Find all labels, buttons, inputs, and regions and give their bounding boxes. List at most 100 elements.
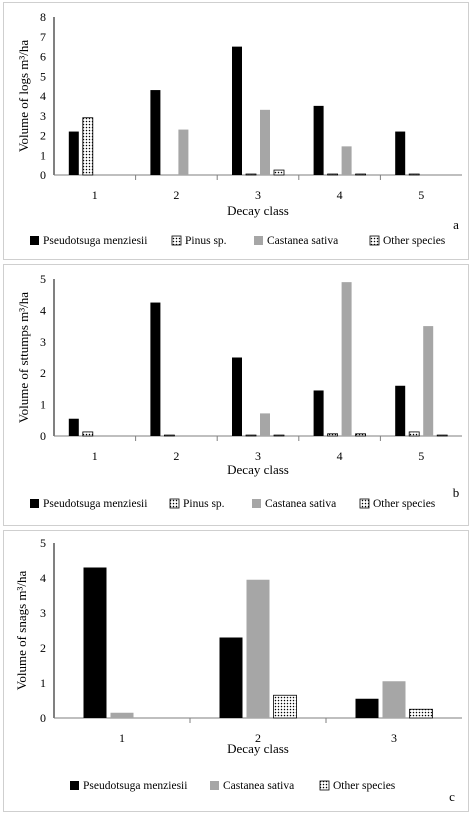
x-axis-label: Decay class — [227, 741, 289, 756]
y-tick-label: 2 — [40, 129, 46, 143]
legend-label-other-species: Other species — [333, 780, 396, 792]
legend-label-pseudotsuga-menziesii: Pseudotsuga menziesii — [43, 498, 147, 510]
bar-other-species-5 — [436, 434, 448, 437]
chart-b: 0 1 2 3 4 5 1 2 3 4 5 Volume of sttumps m³/ha Decay … — [16, 272, 462, 510]
x-tick-label: 3 — [391, 731, 397, 745]
x-tick-label: 5 — [418, 188, 424, 202]
y-tick-label: 5 — [40, 272, 46, 286]
bar-pseudotsuga-menziesii-1 — [83, 567, 107, 718]
y-tick-label: 3 — [40, 109, 46, 123]
bar-other-species-3 — [273, 169, 285, 176]
bar-pseudotsuga-menziesii-3 — [232, 357, 242, 436]
y-tick-label: 7 — [40, 30, 46, 44]
panel-label: b — [453, 485, 460, 500]
x-tick-label: 2 — [173, 188, 179, 202]
panel-label: c — [449, 789, 455, 804]
x-tick-label: 5 — [418, 449, 424, 463]
panel-a: 0 1 2 3 4 5 6 7 8 1 2 3 4 5 Volume of logs m³/ha Decay … — [3, 2, 469, 260]
x-tick-label: 4 — [337, 188, 343, 202]
bar-castanea-sativa-5 — [423, 326, 434, 436]
legend-label-other-species: Other species — [383, 235, 446, 247]
y-tick-label: 0 — [40, 168, 46, 182]
bar-other-species-4 — [355, 433, 367, 437]
bar-pseudotsuga-menziesii-2 — [219, 637, 243, 718]
bar-pseudotsuga-menziesii-5 — [395, 131, 406, 175]
bar-pseudotsuga-menziesii-3 — [355, 698, 379, 718]
y-tick-label: 6 — [40, 50, 46, 64]
y-tick-label: 8 — [40, 10, 46, 24]
bar-pseudotsuga-menziesii-3 — [232, 46, 242, 175]
legend-label-pinus-sp: Pinus sp. — [183, 498, 225, 510]
y-axis-label: Volume of sttumps m³/ha — [16, 292, 31, 423]
y-tick-label: 3 — [40, 606, 46, 620]
y-tick-label: 0 — [40, 429, 46, 443]
legend-label-pinus-sp: Pinus sp. — [185, 235, 227, 247]
x-axis-label: Decay class — [227, 203, 289, 218]
legend-swatch-pseudotsuga-menziesii — [30, 499, 39, 508]
x-tick-label: 1 — [119, 731, 125, 745]
y-axis-label: Volume of snags m³/ha — [14, 570, 29, 690]
bar-pinus-sp-5 — [408, 173, 420, 176]
bar-other-species-2 — [273, 694, 297, 719]
y-tick-label: 3 — [40, 335, 46, 349]
bar-castanea-sativa-4 — [341, 282, 352, 436]
y-tick-label: 1 — [40, 398, 46, 412]
bar-pinus-sp-2 — [163, 434, 175, 437]
y-tick-label: 5 — [40, 536, 46, 550]
chart-c: 0 1 2 3 4 5 1 2 3 Volume of snags m³/ha Decay clas… — [14, 536, 462, 804]
legend-swatch-castanea-sativa — [210, 781, 219, 790]
bar-pseudotsuga-menziesii-1 — [68, 131, 79, 175]
bar-other-species-3 — [409, 708, 433, 719]
bar-pinus-sp-1 — [82, 431, 94, 437]
bar-pinus-sp-4 — [327, 433, 339, 437]
y-axis-label: Volume of logs m³/ha — [16, 40, 31, 153]
legend-label-castanea-sativa: Castanea sativa — [267, 235, 338, 247]
legend-swatch-pseudotsuga-menziesii — [70, 781, 79, 790]
legend-swatch-other-species — [369, 235, 380, 246]
panel-c: 0 1 2 3 4 5 1 2 3 Volume of snags m³/ha Decay clas… — [3, 530, 469, 812]
y-tick-label: 2 — [40, 366, 46, 380]
bar-other-species-4 — [355, 173, 367, 176]
y-tick-label: 4 — [40, 571, 46, 585]
legend-swatch-other-species — [359, 498, 370, 509]
bar-castanea-sativa-3 — [382, 681, 406, 718]
legend-label-other-species: Other species — [373, 498, 436, 510]
bar-pinus-sp-3 — [245, 173, 257, 176]
bar-pinus-sp-1 — [82, 117, 94, 176]
x-tick-label: 1 — [92, 449, 98, 463]
x-axis-label: Decay class — [227, 462, 289, 477]
x-tick-label: 2 — [173, 449, 179, 463]
bar-pinus-sp-5 — [408, 431, 420, 437]
y-tick-label: 5 — [40, 69, 46, 83]
legend-swatch-castanea-sativa — [254, 236, 263, 245]
legend-label-pseudotsuga-menziesii: Pseudotsuga menziesii — [43, 235, 147, 247]
x-tick-label: 3 — [255, 449, 261, 463]
bar-castanea-sativa-2 — [178, 129, 189, 175]
bar-pseudotsuga-menziesii-4 — [313, 105, 324, 175]
x-tick-label: 1 — [92, 188, 98, 202]
bar-pseudotsuga-menziesii-5 — [395, 385, 406, 436]
y-tick-label: 4 — [40, 89, 46, 103]
bar-pinus-sp-3 — [245, 434, 257, 437]
y-tick-label: 4 — [40, 303, 46, 317]
bar-pseudotsuga-menziesii-2 — [150, 302, 161, 436]
x-tick-label: 3 — [255, 188, 261, 202]
y-tick-label: 2 — [40, 641, 46, 655]
bar-pseudotsuga-menziesii-4 — [313, 390, 324, 436]
panel-label: a — [453, 217, 459, 232]
bar-other-species-3 — [273, 434, 285, 437]
bar-pseudotsuga-menziesii-2 — [150, 90, 161, 175]
chart-a: 0 1 2 3 4 5 6 7 8 1 2 3 4 5 Volume of logs m³/ha Decay … — [16, 10, 462, 247]
legend-swatch-other-species — [319, 780, 330, 791]
x-tick-label: 4 — [337, 449, 343, 463]
legend-label-castanea-sativa: Castanea sativa — [223, 780, 294, 792]
legend-swatch-pinus-sp — [169, 498, 180, 509]
legend-swatch-castanea-sativa — [252, 499, 261, 508]
y-tick-label: 0 — [40, 711, 46, 725]
bar-castanea-sativa-3 — [260, 109, 270, 175]
bar-pseudotsuga-menziesii-1 — [68, 418, 79, 436]
bar-castanea-sativa-3 — [260, 413, 270, 436]
bar-castanea-sativa-4 — [341, 146, 352, 175]
legend-swatch-pseudotsuga-menziesii — [30, 236, 39, 245]
